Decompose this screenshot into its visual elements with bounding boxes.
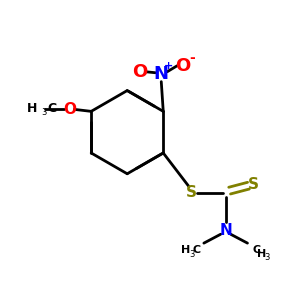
Text: H: H xyxy=(257,249,266,259)
Text: C: C xyxy=(252,245,260,255)
Text: N: N xyxy=(154,65,169,83)
Text: -: - xyxy=(189,51,195,65)
Text: C: C xyxy=(193,245,201,255)
Text: C: C xyxy=(48,102,57,115)
Text: 3: 3 xyxy=(41,108,46,117)
Text: O: O xyxy=(176,57,191,75)
Text: +: + xyxy=(164,61,173,71)
Text: S: S xyxy=(248,177,259,192)
Text: O: O xyxy=(63,102,76,117)
Text: 3: 3 xyxy=(189,250,195,259)
Text: 3: 3 xyxy=(265,254,270,262)
Text: H: H xyxy=(182,245,191,255)
Text: O: O xyxy=(132,63,147,81)
Text: S: S xyxy=(185,185,197,200)
Text: H: H xyxy=(27,102,38,115)
Text: N: N xyxy=(219,223,232,238)
